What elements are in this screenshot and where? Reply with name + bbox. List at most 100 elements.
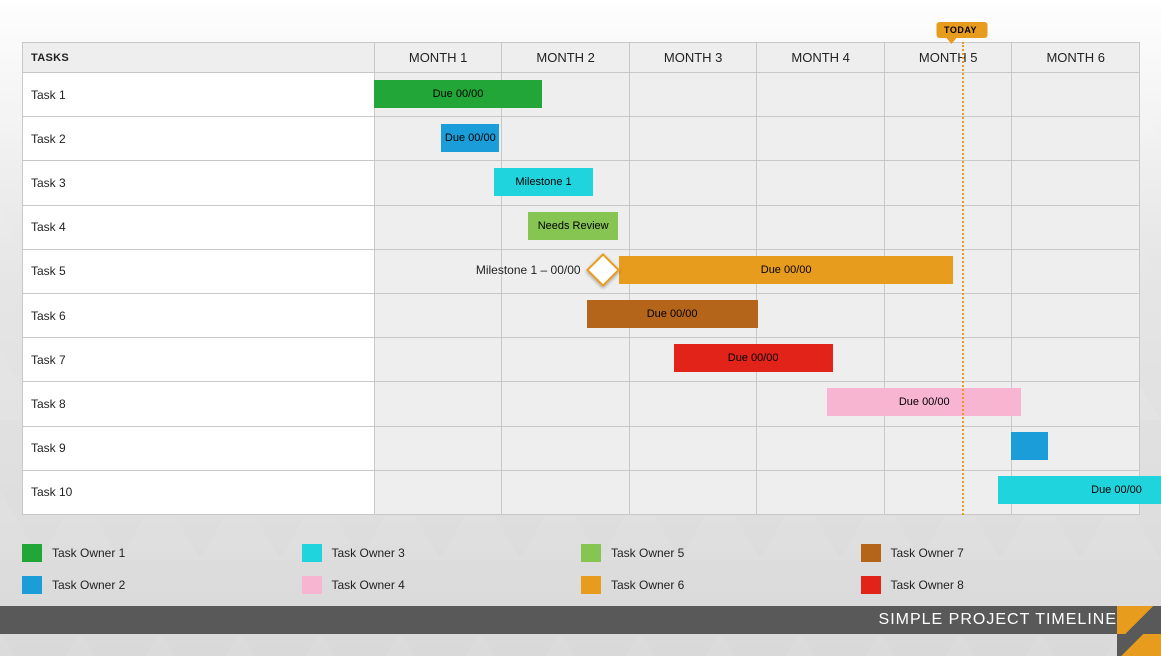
grid-cell [884,117,1012,161]
grid-cell [884,338,1012,382]
grid-cell [884,205,1012,249]
legend-swatch [861,576,881,594]
gantt-bar: Due 00/00 [587,300,758,328]
gantt-bar: Due 00/00 [619,256,953,284]
grid-cell [374,470,502,514]
grid-cell [757,293,885,337]
grid-cell [884,470,1012,514]
grid-cell [502,249,630,293]
grid-cell [629,117,757,161]
legend-item: Task Owner 3 [302,540,582,566]
grid-cell [374,161,502,205]
grid-cell [629,161,757,205]
grid-cell [884,161,1012,205]
task-name-cell: Task 5 [23,249,375,293]
today-badge: TODAY [936,22,987,38]
gantt-bar: Needs Review [528,212,617,240]
legend-swatch [22,544,42,562]
legend-swatch [581,576,601,594]
month-header: MONTH 1 [374,43,502,73]
grid-cell [1012,205,1140,249]
grid-cell [502,117,630,161]
legend-item: Task Owner 7 [861,540,1141,566]
grid-cell [502,338,630,382]
legend-label: Task Owner 6 [611,578,684,592]
grid-cell [374,382,502,426]
task-name-cell: Task 1 [23,73,375,117]
task-name-cell: Task 6 [23,293,375,337]
tasks-header: TASKS [23,43,375,73]
grid-cell [757,117,885,161]
table-row: Task 5 [23,249,1140,293]
footer-title: SIMPLE PROJECT TIMELINE [879,611,1117,629]
legend-label: Task Owner 7 [891,546,964,560]
grid-cell [374,293,502,337]
grid-cell [374,338,502,382]
month-header: MONTH 2 [502,43,630,73]
table-row: Task 7 [23,338,1140,382]
gantt-bar: Due 00/00 [374,80,542,108]
grid-cell [757,426,885,470]
grid-cell [884,293,1012,337]
grid-cell [629,470,757,514]
grid-cell [502,382,630,426]
legend-swatch [302,544,322,562]
grid-cell [1012,117,1140,161]
legend-item: Task Owner 8 [861,572,1141,598]
table-row: Task 2 [23,117,1140,161]
grid-cell [757,73,885,117]
legend-swatch [861,544,881,562]
today-marker: TODAY [936,20,987,86]
task-name-cell: Task 4 [23,205,375,249]
month-header: MONTH 6 [1012,43,1140,73]
grid-cell [884,426,1012,470]
legend: Task Owner 1 Task Owner 3 Task Owner 5 Task… [22,540,1140,598]
grid-cell [757,470,885,514]
grid-cell [502,470,630,514]
month-header: MONTH 4 [757,43,885,73]
grid-cell [629,382,757,426]
task-name-cell: Task 3 [23,161,375,205]
task-name-cell: Task 7 [23,338,375,382]
gantt-bar: Milestone 1 [494,168,594,196]
table-row: Task 9 [23,426,1140,470]
grid-cell [374,249,502,293]
task-name-cell: Task 9 [23,426,375,470]
grid-cell [502,426,630,470]
grid-cell [629,205,757,249]
gantt-bar: Due 00/00 [827,388,1022,416]
legend-swatch [302,576,322,594]
grid-cell [629,426,757,470]
gantt-chart: TODAY TASKSMONTH 1MONTH 2MONTH 3MONTH 4M… [22,42,1140,515]
task-name-cell: Task 8 [23,382,375,426]
legend-item: Task Owner 4 [302,572,582,598]
grid-cell [374,205,502,249]
gantt-table: TASKSMONTH 1MONTH 2MONTH 3MONTH 4MONTH 5… [22,42,1140,515]
footer-bar: SIMPLE PROJECT TIMELINE [0,606,1161,634]
grid-cell [1012,293,1140,337]
legend-item: Task Owner 6 [581,572,861,598]
legend-item: Task Owner 1 [22,540,302,566]
legend-swatch [581,544,601,562]
month-header: MONTH 3 [629,43,757,73]
grid-cell [1012,161,1140,205]
legend-item: Task Owner 5 [581,540,861,566]
footer-accent [1117,606,1161,634]
table-row: Task 6 [23,293,1140,337]
gantt-bar: Due 00/00 [674,344,833,372]
legend-label: Task Owner 3 [332,546,405,560]
grid-cell [1012,338,1140,382]
legend-label: Task Owner 2 [52,578,125,592]
grid-cell [757,205,885,249]
grid-cell [374,426,502,470]
grid-cell [757,161,885,205]
legend-swatch [22,576,42,594]
legend-label: Task Owner 8 [891,578,964,592]
legend-label: Task Owner 5 [611,546,684,560]
legend-label: Task Owner 4 [332,578,405,592]
gantt-bar: Due 00/00 [441,124,499,152]
legend-label: Task Owner 1 [52,546,125,560]
grid-cell [1012,73,1140,117]
grid-cell [1012,249,1140,293]
gantt-bar [1011,432,1048,460]
